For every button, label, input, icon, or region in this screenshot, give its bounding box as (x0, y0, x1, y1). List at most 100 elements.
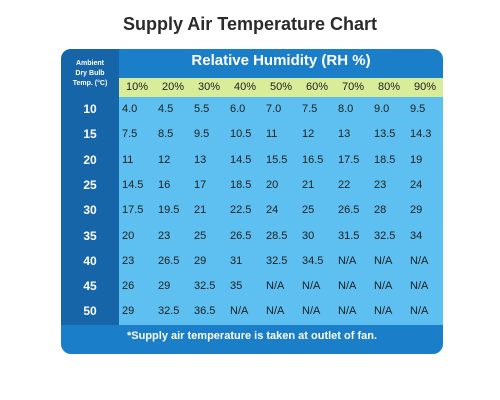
supply-temp-cell: N/A (230, 305, 249, 318)
supply-temp-cell: 14.3 (410, 128, 432, 141)
supply-temp-cell: 13 (194, 153, 207, 166)
column-header-percent: 90% (413, 81, 437, 93)
supply-temp-cell: 32.5 (158, 305, 180, 318)
supply-temp-cell: 23 (158, 229, 171, 242)
humidity-percent-row: 10% 20% 30% 40% 50% 60% 70% 80% 90% (119, 78, 443, 97)
ambient-temp-cell: 30 (83, 203, 97, 218)
supply-temp-cell: N/A (302, 280, 321, 293)
supply-temp-cell: 8.0 (338, 103, 354, 115)
supply-temp-cell: N/A (374, 254, 393, 267)
supply-temp-cell: 11 (266, 128, 278, 141)
supply-temp-cell: 21 (194, 204, 207, 217)
supply-temp-cell: 6.0 (230, 103, 246, 115)
chart-title: Supply Air Temperature Chart (122, 14, 378, 34)
supply-temp-cell: 34 (410, 229, 423, 242)
supply-temp-cell: 14.5 (230, 153, 252, 166)
column-header-percent: 70% (341, 81, 365, 93)
supply-temp-cell: 13 (338, 128, 351, 141)
column-header-percent: 40% (233, 81, 257, 93)
temperature-table-card: Ambient Dry Bulb Temp. (°C) Relative Hum… (61, 49, 443, 354)
supply-temp-cell: 25 (194, 229, 207, 242)
supply-temp-cell: 31.5 (338, 229, 360, 242)
supply-temp-cell: 10.5 (230, 128, 252, 141)
ambient-temp-cell: 20 (83, 152, 97, 167)
supply-temp-cell: N/A (338, 254, 357, 267)
supply-temp-cell: 29 (410, 204, 423, 217)
supply-temp-cell: 11 (122, 153, 134, 166)
supply-temp-cell: 22.5 (230, 204, 252, 217)
supply-temp-cell: 12 (158, 153, 171, 166)
supply-temp-cell: N/A (410, 254, 429, 267)
row-header-column (61, 49, 119, 325)
supply-temp-cell: 9.0 (374, 103, 390, 115)
supply-temp-cell: N/A (266, 305, 285, 318)
supply-temp-cell: 7.0 (266, 103, 282, 115)
ambient-temp-cell: 10 (83, 102, 97, 116)
column-header-percent: 20% (161, 81, 185, 93)
supply-temp-cell: 26.5 (158, 254, 180, 267)
supply-temp-cell: 29 (158, 280, 171, 293)
supply-temp-cell: 18.5 (374, 153, 396, 166)
supply-temp-cell: 24 (266, 204, 279, 217)
supply-temp-cell: N/A (338, 280, 357, 293)
supply-temp-cell: 9.5 (410, 103, 426, 115)
column-header-percent: 50% (269, 81, 293, 93)
supply-temp-cell: 29 (122, 305, 135, 318)
ambient-temp-cell: 40 (83, 253, 97, 268)
column-header-percent: 30% (197, 81, 221, 93)
supply-temp-cell: 17.5 (122, 204, 144, 217)
ambient-header-line: Temp. (°C) (72, 80, 108, 87)
supply-temp-cell: 14.5 (122, 178, 144, 191)
supply-temp-cell: 22 (338, 178, 351, 191)
supply-temp-cell: N/A (266, 280, 285, 293)
supply-temp-cell: N/A (410, 305, 429, 318)
supply-temp-cell: 32.5 (194, 280, 216, 293)
supply-temp-cell: 5.5 (194, 103, 210, 115)
supply-temp-cell: 23 (374, 178, 387, 191)
supply-temp-cell: N/A (338, 305, 357, 318)
supply-temp-cell: N/A (374, 305, 393, 318)
supply-temp-cell: 17.5 (338, 153, 360, 166)
supply-temp-cell: 34.5 (302, 254, 324, 267)
supply-temp-cell: 16 (158, 178, 171, 191)
supply-temp-cell: 31 (230, 254, 243, 267)
supply-temp-cell: 29 (194, 254, 207, 267)
ambient-temp-cell: 25 (83, 177, 97, 192)
column-header-percent: 80% (377, 81, 401, 93)
supply-temp-cell: 25 (302, 204, 315, 217)
supply-temp-cell: 35 (230, 280, 243, 293)
ambient-temp-cell: 50 (83, 304, 97, 319)
supply-temp-cell: 28.5 (266, 229, 288, 242)
supply-temp-cell: 20 (122, 229, 135, 242)
supply-temp-cell: N/A (302, 305, 321, 318)
relative-humidity-header: Relative Humidity (RH %) (191, 52, 371, 69)
supply-temp-cell: N/A (374, 280, 393, 293)
column-header-percent: 60% (305, 81, 329, 93)
supply-temp-cell: 23 (122, 254, 135, 267)
supply-temp-cell: 8.5 (158, 128, 174, 141)
ambient-header-line: Dry Bulb (75, 70, 105, 77)
ambient-temp-cell: 35 (83, 228, 97, 243)
supply-temp-cell: 18.5 (230, 178, 252, 191)
supply-temp-cell: 15.5 (266, 153, 288, 166)
supply-temp-cell: 16.5 (302, 153, 324, 166)
supply-temp-cell: 17 (194, 178, 207, 191)
supply-temp-cell: 32.5 (374, 229, 396, 242)
column-header-percent: 10% (125, 81, 149, 93)
table-body-background (119, 97, 443, 325)
supply-temp-cell: 13.5 (374, 128, 396, 141)
supply-temp-cell: 26.5 (230, 229, 252, 242)
footnote: *Supply air temperature is taken at outl… (127, 330, 377, 342)
supply-temp-cell: N/A (410, 280, 429, 293)
supply-temp-cell: 21 (302, 178, 315, 191)
supply-temp-cell: 4.0 (122, 103, 138, 115)
supply-temp-cell: 28 (374, 204, 387, 217)
supply-temp-cell: 7.5 (122, 128, 138, 141)
supply-temp-cell: 4.5 (158, 103, 174, 115)
ambient-header-line: Ambient (76, 60, 104, 67)
supply-temp-cell: 30 (302, 229, 315, 242)
ambient-temp-cell: 45 (83, 279, 97, 294)
supply-temp-cell: 19.5 (158, 204, 180, 217)
supply-temp-cell: 9.5 (194, 128, 210, 141)
supply-temp-cell: 20 (266, 178, 279, 191)
